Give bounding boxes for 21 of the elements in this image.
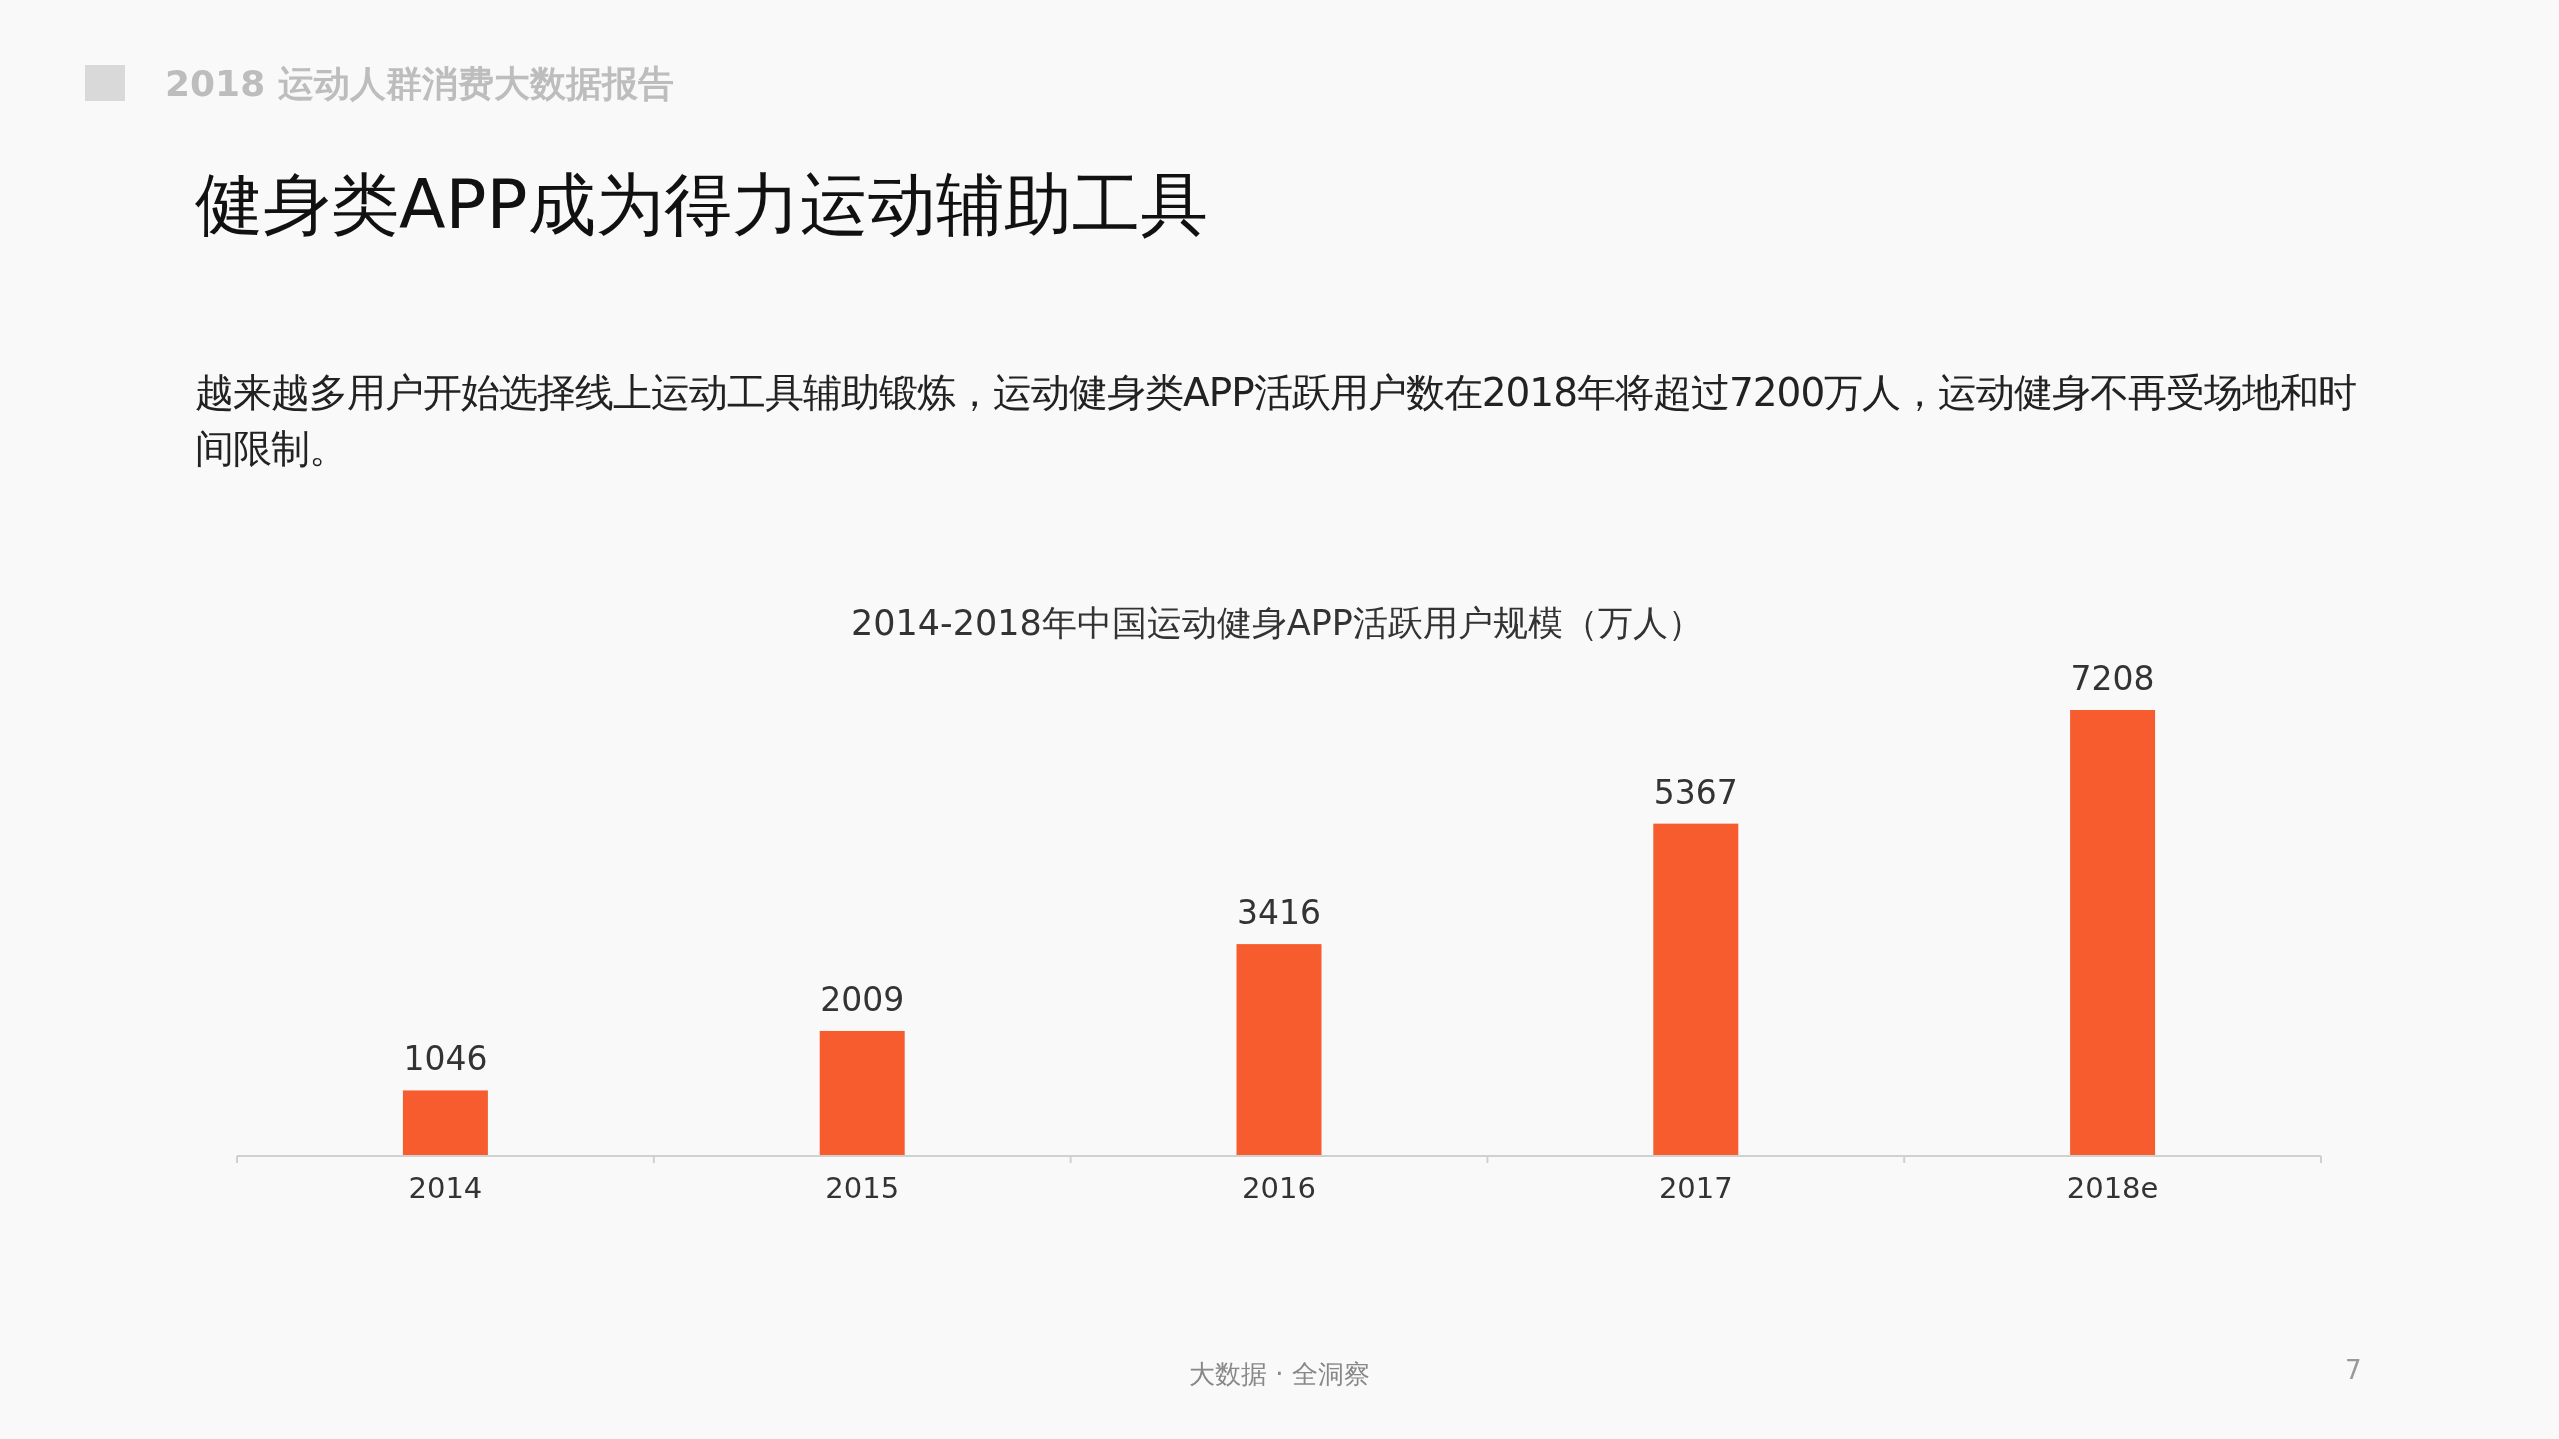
text: 越来越多用户开始选择线上运动工具辅助锻炼，运动健身类APP活跃用户数在2018年将超过7200万人，运动健身不再受场地和时间限制。	[195, 369, 2358, 473]
bar	[2070, 710, 2156, 1155]
bar	[402, 1090, 488, 1155]
x-tick-label: 2018e	[2066, 1171, 2159, 1205]
bar	[1653, 823, 1739, 1155]
x-tick-label: 2014	[408, 1171, 483, 1205]
data-label: 3416	[1237, 893, 1321, 933]
data-label: 2009	[820, 979, 905, 1019]
bar	[1236, 944, 1322, 1155]
text: 2018 运动人群消费大数据报告	[165, 62, 674, 106]
x-tick-label: 2016	[1242, 1171, 1316, 1205]
text: 7	[2345, 1355, 2362, 1385]
text: 健身类APP成为得力运动辅助工具	[195, 164, 1208, 246]
data-label: 5367	[1653, 772, 1738, 812]
bar	[819, 1030, 905, 1155]
data-label: 7208	[2070, 659, 2155, 698]
text: 大数据 · 全洞察	[1189, 1359, 1370, 1389]
chart-title: 2014-2018年中国运动健身APP活跃用户规模（万人）	[851, 603, 1703, 643]
x-tick-label: 2015	[825, 1171, 900, 1205]
data-label: 1046	[403, 1039, 488, 1079]
x-tick-label: 2017	[1658, 1171, 1733, 1205]
